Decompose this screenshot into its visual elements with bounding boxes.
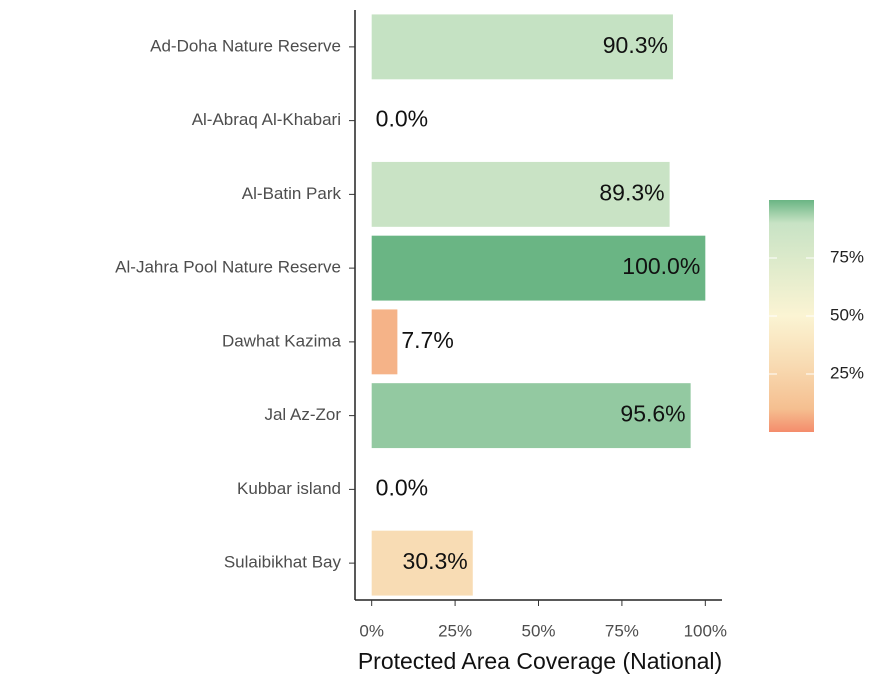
y-tick-label: Dawhat Kazima [222,331,342,350]
y-tick-label: Ad-Doha Nature Reserve [150,36,341,55]
bar [371,530,473,596]
data-label: 7.7% [401,327,453,353]
data-label: 100.0% [622,253,700,279]
colorbar-label: 75% [830,247,864,266]
bar [371,309,398,375]
y-tick-label: Al-Abraq Al-Khabari [192,110,341,129]
data-label: 0.0% [376,474,428,500]
bar [371,14,673,80]
data-label: 90.3% [603,32,668,58]
colorbar-label: 25% [830,363,864,382]
y-tick-label: Al-Jahra Pool Nature Reserve [115,258,341,277]
x-axis-label: Protected Area Coverage (National) [358,648,722,674]
colorbar-label: 50% [830,305,864,324]
x-tick-label: 75% [605,621,639,640]
bar [371,235,706,301]
x-tick-label: 25% [438,621,472,640]
bar [371,383,691,449]
data-label: 95.6% [620,401,685,427]
y-tick-label: Kubbar island [237,479,341,498]
data-label: 89.3% [599,179,664,205]
x-tick-label: 0% [359,621,384,640]
x-tick-label: 100% [684,621,727,640]
x-tick-label: 50% [521,621,555,640]
y-tick-label: Sulaibikhat Bay [224,553,342,572]
data-label: 30.3% [403,548,468,574]
bar [371,161,670,227]
data-label: 0.0% [376,106,428,132]
y-tick-label: Al-Batin Park [242,184,342,203]
y-tick-label: Jal Az-Zor [264,405,341,424]
